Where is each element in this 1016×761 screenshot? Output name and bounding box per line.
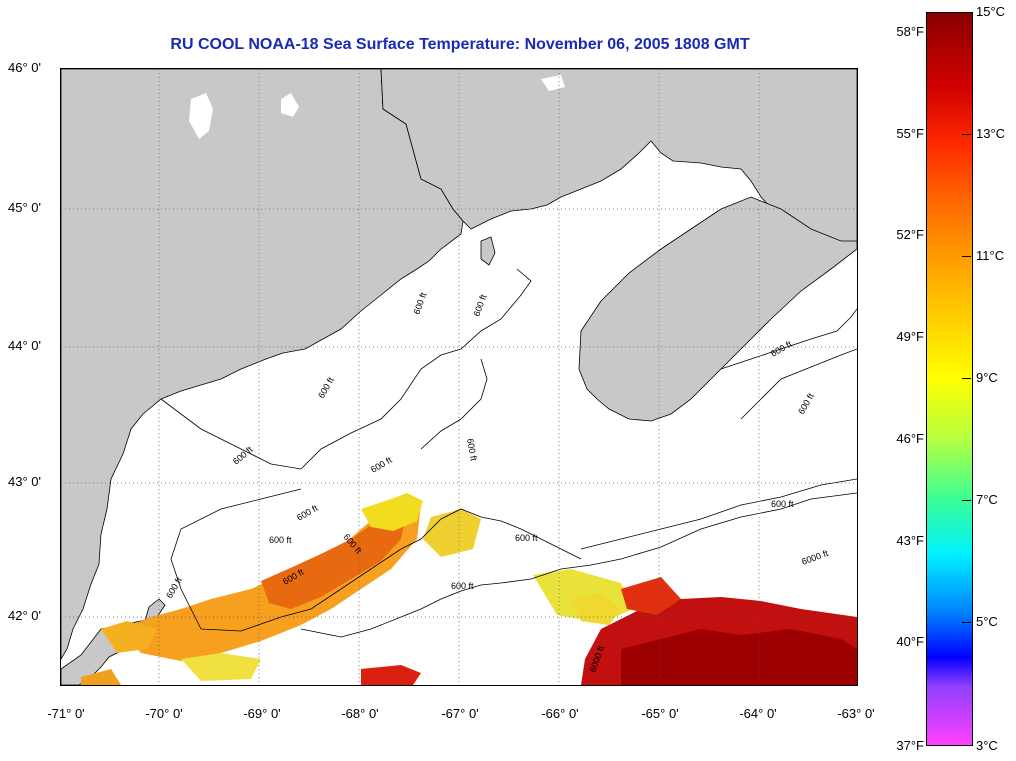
- contour-label: 600 ft: [369, 455, 394, 475]
- colorbar-f-label: 52°F: [896, 227, 924, 242]
- contour-label: 600 ft: [515, 533, 538, 543]
- map-canvas: 600 ft 600 ft 600 ft 600 ft 600 ft 600 f…: [61, 69, 857, 685]
- colorbar-f-label: 58°F: [896, 24, 924, 39]
- contour-label: 600 ft: [465, 438, 479, 462]
- contour-label: 600 ft: [164, 575, 184, 600]
- colorbar-c-label: 3°C: [976, 738, 998, 753]
- lon-label: -70° 0': [145, 706, 183, 721]
- lon-label: -66° 0': [541, 706, 579, 721]
- contour-label: 600 ft: [771, 499, 794, 509]
- lat-label: 45° 0': [8, 200, 41, 215]
- contour-label: 600 ft: [769, 339, 794, 359]
- colorbar-c-label: 7°C: [976, 492, 998, 507]
- land-nova-scotia: [578, 196, 857, 422]
- lon-label: -67° 0': [441, 706, 479, 721]
- lon-label: -68° 0': [341, 706, 379, 721]
- colorbar-tick: [962, 378, 971, 379]
- colorbar-tick: [962, 256, 971, 257]
- colorbar-c-label: 5°C: [976, 614, 998, 629]
- colorbar-f-label: 43°F: [896, 533, 924, 548]
- lake: [189, 93, 213, 139]
- contour-label: 600 ft: [451, 581, 474, 591]
- graticule: [61, 69, 857, 685]
- lon-label: -71° 0': [47, 706, 85, 721]
- colorbar: [926, 12, 973, 746]
- lat-label: 43° 0': [8, 474, 41, 489]
- colorbar-f-label: 49°F: [896, 329, 924, 344]
- lon-label: -69° 0': [243, 706, 281, 721]
- contour-label: 600 ft: [316, 375, 336, 400]
- land-grand-manan: [480, 236, 496, 266]
- sst-map: 600 ft 600 ft 600 ft 600 ft 600 ft 600 f…: [60, 68, 858, 686]
- contour-label: 600 ft: [295, 503, 320, 523]
- colorbar-c-label: 11°C: [976, 248, 1005, 263]
- colorbar-f-label: 37°F: [896, 738, 924, 753]
- colorbar-c-label: 13°C: [976, 126, 1006, 141]
- contour-label: 600 ft: [231, 444, 255, 466]
- colorbar-tick: [962, 134, 971, 135]
- lake: [281, 93, 299, 117]
- colorbar-tick: [962, 500, 971, 501]
- colorbar-c-label: 9°C: [976, 370, 998, 385]
- map-title: RU COOL NOAA-18 Sea Surface Temperature:…: [170, 36, 750, 53]
- colorbar-c-label: 15°C: [976, 4, 1006, 19]
- lon-label: -63° 0': [837, 706, 875, 721]
- contour-label: 600 ft: [796, 391, 816, 416]
- lon-label: -65° 0': [641, 706, 679, 721]
- contour-label: 6000 ft: [800, 548, 830, 567]
- lat-label: 46° 0': [8, 60, 41, 75]
- sst-patches: [81, 493, 857, 685]
- lon-label: -64° 0': [739, 706, 777, 721]
- colorbar-f-label: 55°F: [896, 126, 924, 141]
- lat-label: 44° 0': [8, 338, 41, 353]
- contour-label: 600 ft: [269, 535, 292, 545]
- colorbar-tick: [962, 622, 971, 623]
- colorbar-f-label: 46°F: [896, 431, 924, 446]
- land-new-england: [61, 69, 464, 660]
- lake: [541, 75, 565, 91]
- contour-label: 600 ft: [471, 293, 488, 318]
- colorbar-f-label: 40°F: [896, 634, 924, 649]
- contour-label: 600 ft: [411, 291, 428, 316]
- lat-label: 42° 0': [8, 608, 41, 623]
